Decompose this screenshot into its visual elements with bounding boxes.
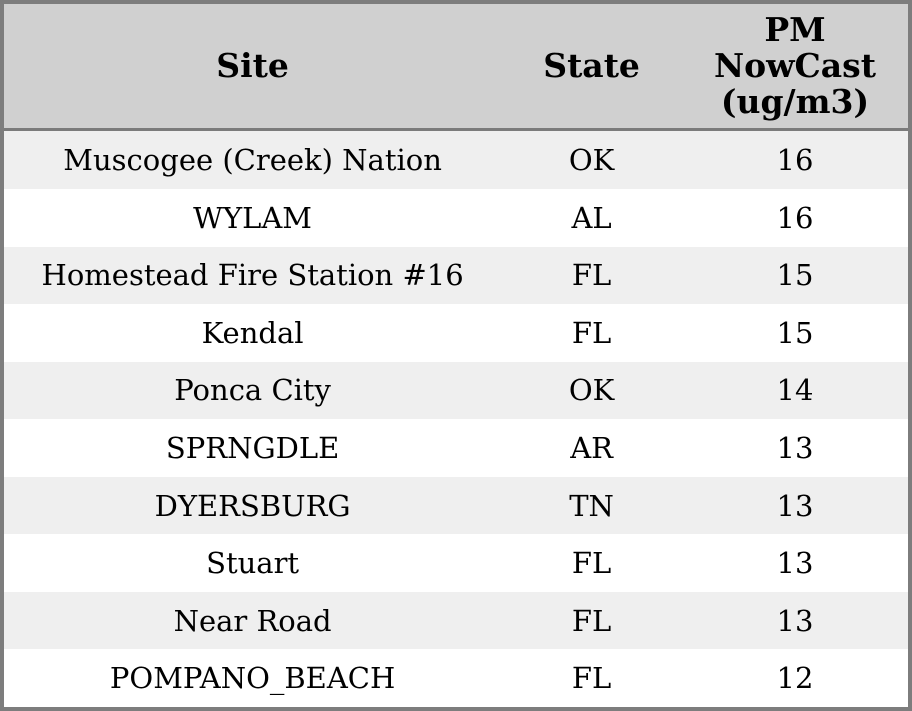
state-cell: OK bbox=[568, 373, 615, 408]
site-cell: Homestead Fire Station #16 bbox=[41, 258, 464, 293]
site-cell: WYLAM bbox=[193, 200, 313, 235]
col-header-pm-nowcast: PM NowCast (ug/m3) bbox=[681, 4, 908, 131]
pm-nowcast-cell: 13 bbox=[776, 430, 814, 465]
table-row: Kendal FL 15 bbox=[4, 304, 908, 362]
table-row: Muscogee (Creek) Nation OK 16 bbox=[4, 129, 908, 190]
state-cell: AR bbox=[570, 430, 613, 465]
state-cell: FL bbox=[571, 546, 612, 581]
site-cell: Kendal bbox=[201, 315, 304, 350]
state-cell: FL bbox=[571, 661, 612, 696]
pm-nowcast-cell: 15 bbox=[776, 315, 814, 350]
table-row: SPRNGDLE AR 13 bbox=[4, 419, 908, 477]
site-cell: SPRNGDLE bbox=[165, 430, 340, 465]
pm-nowcast-cell: 12 bbox=[776, 661, 814, 696]
site-cell: Muscogee (Creek) Nation bbox=[63, 142, 442, 177]
state-cell: AL bbox=[571, 200, 612, 235]
site-cell: Stuart bbox=[206, 546, 300, 581]
table-row: Near Road FL 13 bbox=[4, 591, 908, 650]
pm-nowcast-cell: 13 bbox=[776, 546, 814, 581]
table-row: DYERSBURG TN 13 bbox=[4, 476, 908, 535]
table-row: Ponca City OK 14 bbox=[4, 361, 908, 420]
col-header-site: Site bbox=[4, 4, 502, 131]
col-header-pm-nowcast-label: PM NowCast (ug/m3) bbox=[713, 9, 877, 121]
pm-nowcast-cell: 13 bbox=[776, 603, 814, 638]
table-row: WYLAM AL 16 bbox=[4, 189, 908, 247]
state-cell: TN bbox=[569, 488, 614, 523]
pm-nowcast-table: Site State PM NowCast (ug/m3) Muscogee (… bbox=[4, 4, 908, 707]
site-cell: POMPANO_BEACH bbox=[109, 661, 396, 696]
table-row: Homestead Fire Station #16 FL 15 bbox=[4, 246, 908, 305]
col-header-state: State bbox=[501, 4, 682, 131]
state-cell: FL bbox=[571, 603, 612, 638]
pm-nowcast-cell: 16 bbox=[776, 142, 814, 177]
table-row: POMPANO_BEACH FL 12 bbox=[4, 649, 908, 707]
site-cell: Ponca City bbox=[174, 373, 331, 408]
pm-nowcast-cell: 16 bbox=[776, 200, 814, 235]
state-cell: FL bbox=[571, 258, 612, 293]
pm-nowcast-cell: 15 bbox=[776, 258, 814, 293]
pm-nowcast-cell: 14 bbox=[776, 373, 814, 408]
site-cell: Near Road bbox=[173, 603, 332, 638]
site-cell: DYERSBURG bbox=[154, 488, 351, 523]
header-row: Site State PM NowCast (ug/m3) bbox=[4, 4, 908, 131]
table-row: Stuart FL 13 bbox=[4, 534, 908, 592]
pm-nowcast-cell: 13 bbox=[776, 488, 814, 523]
state-cell: OK bbox=[568, 142, 615, 177]
state-cell: FL bbox=[571, 315, 612, 350]
